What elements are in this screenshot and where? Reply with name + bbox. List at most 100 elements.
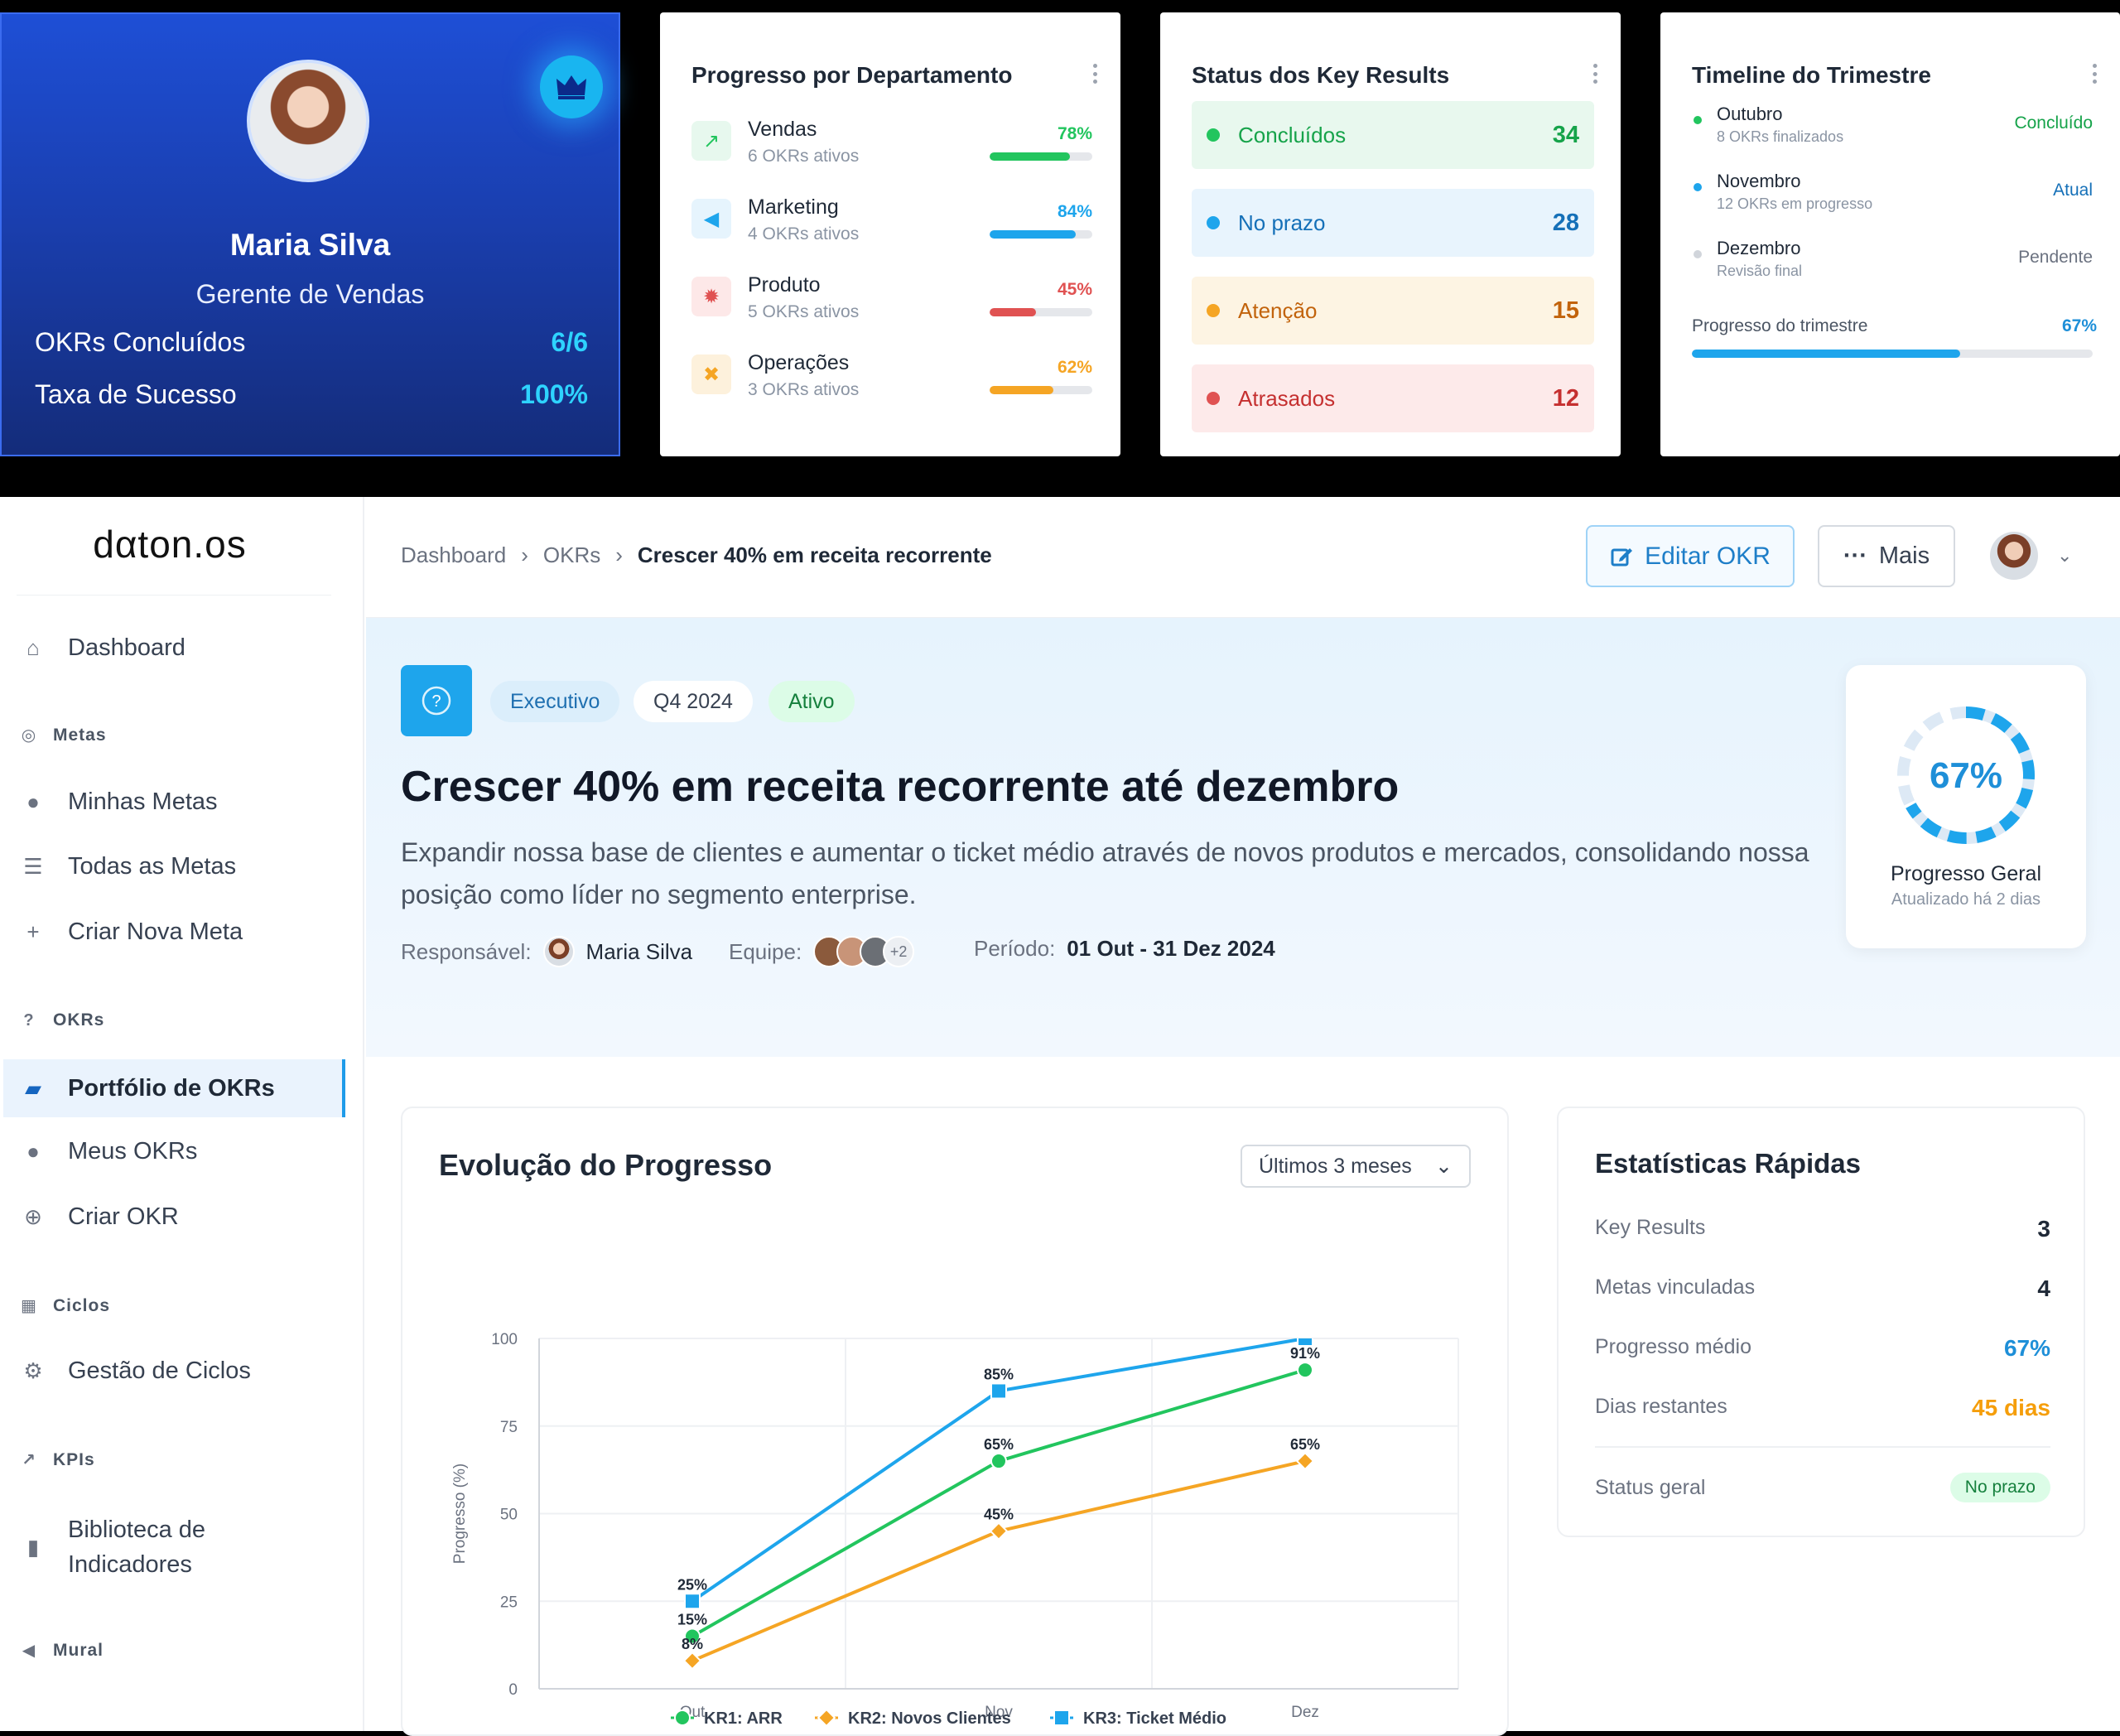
svg-text:?: ? — [431, 692, 441, 711]
app-logo[interactable]: dαton.os — [93, 523, 247, 566]
legend-item[interactable]: KR1: ARR — [671, 1709, 783, 1728]
kr-status-card: Status dos Key Results Concluídos 34 No pr… — [1160, 12, 1621, 456]
profile-stat-row: Taxa de Sucesso 100% — [35, 379, 588, 409]
stat-value: 3 — [2037, 1216, 2050, 1242]
more-button[interactable]: ··· Mais — [1818, 525, 1955, 587]
sidebar-item-biblioteca-indicadores[interactable]: ▮ Biblioteca de Indicadores — [18, 1507, 345, 1587]
megaphone-icon: ◀ — [22, 1642, 36, 1660]
sidebar-item-gestao-ciclos[interactable]: ⚙ Gestão de Ciclos — [18, 1344, 345, 1397]
team-more-count: +2 — [883, 936, 915, 967]
breadcrumb-item[interactable]: Dashboard — [401, 542, 507, 567]
timeline-dot — [1694, 250, 1702, 258]
timeline-month: Outubro — [1717, 104, 1783, 124]
x-tick-label: Nov — [985, 1704, 1013, 1721]
briefcase-icon: ▰ — [25, 1075, 41, 1101]
breadcrumb-item[interactable]: OKRs — [542, 542, 601, 567]
gear-icon: ✹ — [691, 277, 731, 316]
legend-item[interactable]: KR3: Ticket Médio — [1050, 1709, 1226, 1728]
department-row[interactable]: ↗ Vendas 6 OKRs ativos 78% — [691, 118, 1092, 176]
kebab-menu-icon[interactable] — [1592, 64, 1597, 84]
kebab-menu-icon[interactable] — [1092, 64, 1097, 84]
data-label: 65% — [1290, 1436, 1320, 1453]
sidebar-item-criar-meta[interactable]: + Criar Nova Meta — [18, 905, 345, 958]
user-avatar[interactable] — [1990, 532, 2038, 580]
gauge-label: Progresso Geral — [1890, 862, 2042, 885]
kr-status-row[interactable]: Atrasados 12 — [1192, 364, 1594, 432]
data-label: 8% — [682, 1636, 703, 1652]
department-row[interactable]: ✖ Operações 3 OKRs ativos 62% — [691, 351, 1092, 409]
kr-status-row[interactable]: Concluídos 34 — [1192, 101, 1594, 169]
department-sub: 5 OKRs ativos — [748, 302, 860, 321]
series-line — [691, 1368, 1306, 1638]
data-point[interactable] — [1297, 1331, 1313, 1347]
data-point[interactable] — [1297, 1362, 1313, 1379]
department-progress-bar — [990, 152, 1092, 161]
edit-okr-button[interactable]: Editar OKR — [1586, 525, 1795, 587]
book-icon: ▮ — [26, 1534, 40, 1560]
legend-item[interactable]: KR2: Novos Clientes — [815, 1708, 1011, 1728]
legend-label: KR2: Novos Clientes — [848, 1709, 1011, 1728]
profile-avatar — [247, 60, 369, 182]
series-3 — [684, 1331, 1313, 1610]
legend-marker[interactable] — [674, 1709, 691, 1726]
department-percent: 78% — [1057, 124, 1092, 143]
stat-label: Progresso médio — [1595, 1335, 1751, 1358]
kebab-menu-icon[interactable] — [2092, 64, 2097, 84]
status-dot — [1207, 128, 1220, 142]
megaphone-icon: ◀ — [691, 199, 731, 239]
stat-value: 67% — [2003, 1335, 2050, 1361]
stat-row: Metas vinculadas 4 — [1595, 1275, 2050, 1302]
status-label: Atenção — [1238, 297, 1318, 323]
sidebar-item-criar-okr[interactable]: ⊕ Criar OKR — [18, 1190, 345, 1243]
team-avatars[interactable]: +2 — [813, 936, 915, 967]
chevron-down-icon[interactable]: ⌄ — [2057, 545, 2073, 566]
timeline-card: Timeline do Trimestre Outubro 8 OKRs fina… — [1660, 12, 2120, 456]
sidebar-item-portfolio-okrs[interactable]: ▰ Portfólio de OKRs — [3, 1059, 345, 1117]
user-check-icon: ● — [26, 1138, 40, 1164]
okr-team: Equipe: +2 — [729, 936, 915, 967]
edit-icon — [1611, 547, 1633, 566]
chevron-right-icon: › — [521, 542, 528, 567]
timeline-status: Concluído — [2014, 113, 2093, 133]
crown-icon — [540, 55, 603, 118]
range-select[interactable]: Últimos 3 meses ⌄ — [1241, 1145, 1471, 1188]
status-count: 28 — [1552, 209, 1579, 236]
data-point[interactable] — [990, 1382, 1007, 1400]
status-dot — [1207, 304, 1220, 317]
data-label: 15% — [677, 1612, 707, 1628]
data-label: 85% — [984, 1366, 1014, 1382]
legend-marker[interactable] — [1053, 1709, 1070, 1726]
data-point[interactable] — [682, 1651, 702, 1671]
stat-row-status: Status geral No prazo — [1595, 1473, 2050, 1502]
plus-circle-icon: ⊕ — [24, 1203, 42, 1229]
x-tick-label: Dez — [1291, 1704, 1319, 1721]
sidebar-item-dashboard[interactable]: ⌂ Dashboard — [18, 621, 345, 674]
data-point[interactable] — [684, 1628, 701, 1645]
status-dot — [1207, 216, 1220, 229]
sidebar-item-todas-metas[interactable]: ☰ Todas as Metas — [18, 840, 345, 893]
card-title: Timeline do Trimestre — [1692, 62, 1931, 88]
profile-card: Maria Silva Gerente de Vendas OKRs Concl… — [0, 12, 620, 456]
data-point[interactable] — [1295, 1451, 1315, 1471]
kr-status-row[interactable]: No prazo 28 — [1192, 189, 1594, 257]
kr-status-row[interactable]: Atenção 15 — [1192, 277, 1594, 345]
data-point[interactable] — [990, 1453, 1007, 1470]
department-name: Marketing — [748, 195, 839, 219]
y-tick-label: 100 — [491, 1331, 518, 1348]
question-circle-icon: ? — [23, 1010, 35, 1030]
y-tick-label: 75 — [500, 1419, 518, 1436]
gauge-updated: Atualizado há 2 dias — [1891, 890, 2041, 909]
data-point[interactable] — [684, 1593, 701, 1610]
sidebar-section-okrs: ? OKRs — [18, 1010, 104, 1030]
sidebar-item-minhas-metas[interactable]: ● Minhas Metas — [18, 775, 345, 828]
department-row[interactable]: ◀ Marketing 4 OKRs ativos 84% — [691, 195, 1092, 253]
tag-executivo: Executivo — [490, 681, 620, 722]
panel-title: Estatísticas Rápidas — [1595, 1148, 1861, 1179]
sidebar-item-meus-okrs[interactable]: ● Meus OKRs — [18, 1125, 345, 1178]
department-row[interactable]: ✹ Produto 5 OKRs ativos 45% — [691, 273, 1092, 331]
plus-icon: + — [26, 919, 40, 944]
profile-stat-row: OKRs Concluídos 6/6 — [35, 327, 588, 357]
legend-marker[interactable] — [817, 1708, 836, 1728]
data-point[interactable] — [989, 1521, 1009, 1541]
